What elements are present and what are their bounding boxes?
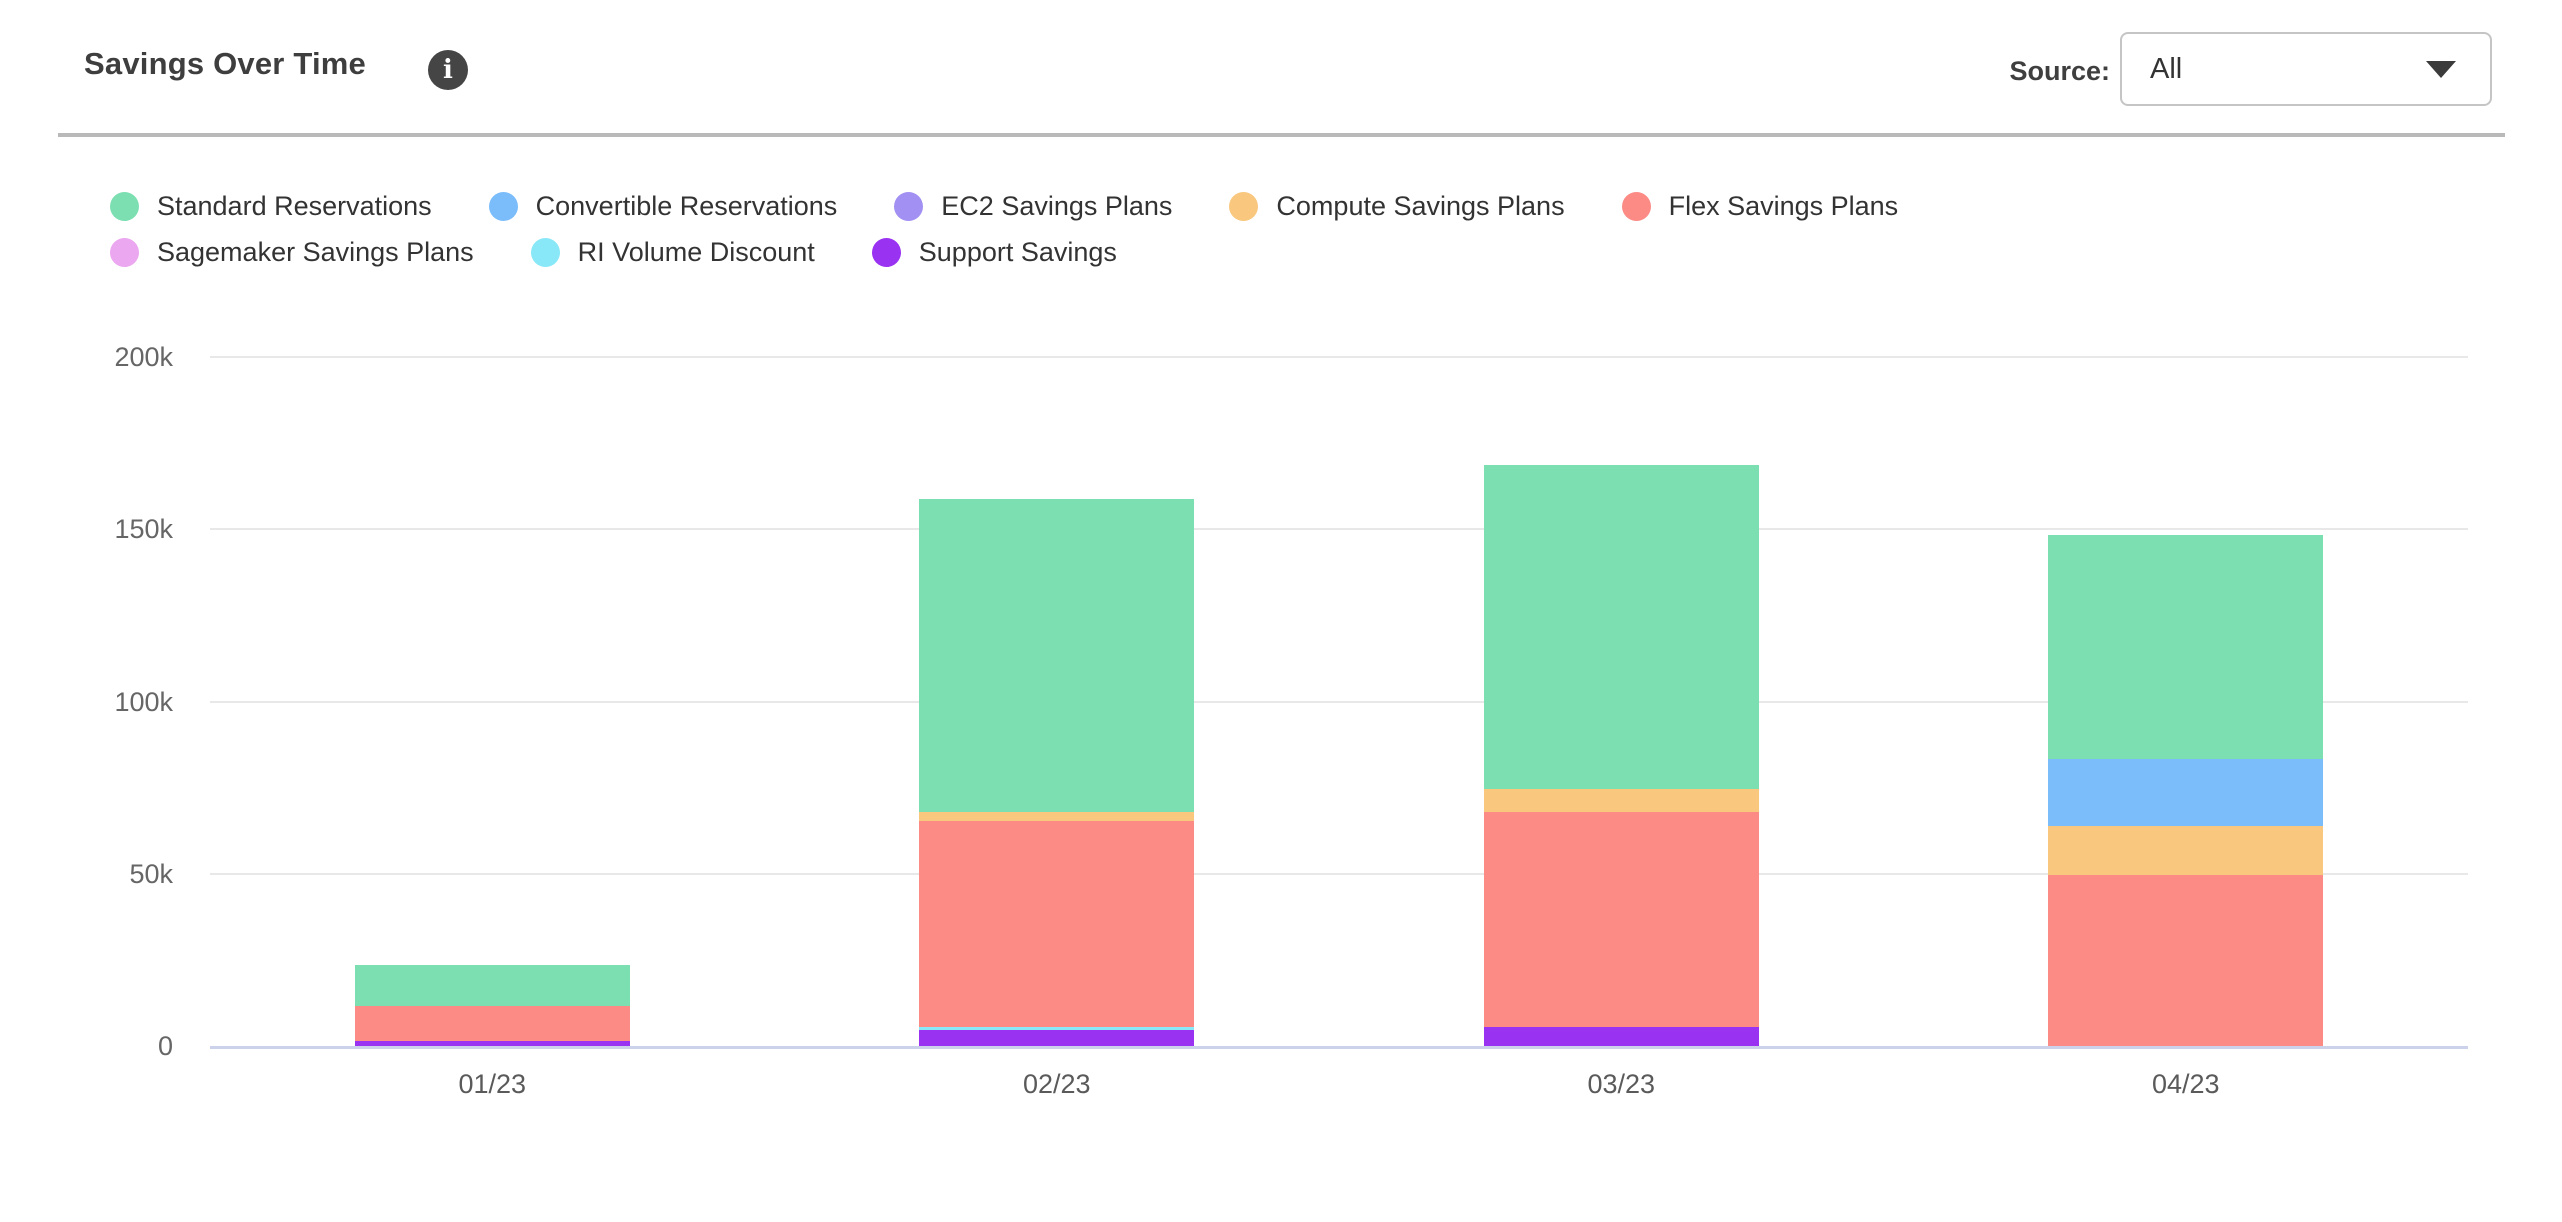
legend-item-label: Standard Reservations — [157, 191, 432, 221]
legend-item-label: RI Volume Discount — [577, 237, 815, 267]
legend-dot-icon — [1621, 192, 1651, 221]
x-axis-tick-label: 02/23 — [1022, 1069, 1091, 1099]
bar-segment[interactable] — [919, 821, 1195, 1028]
bar-segment[interactable] — [1483, 1027, 1759, 1046]
legend-dot-icon — [488, 192, 518, 221]
legend-item-label: Convertible Reservations — [535, 191, 838, 221]
bar-segment[interactable] — [354, 965, 630, 1007]
bar-segment[interactable] — [1483, 464, 1759, 789]
y-axis-tick-label: 200k — [114, 342, 173, 372]
source-select[interactable]: All — [2120, 32, 2492, 106]
bar-segment[interactable] — [919, 1027, 1195, 1031]
legend-item-label: Sagemaker Savings Plans — [157, 237, 474, 267]
bar-segment[interactable] — [354, 1040, 630, 1046]
chevron-down-icon — [2426, 61, 2456, 78]
legend-item[interactable]: Standard Reservations — [110, 192, 432, 221]
legend-row: Standard Reservations Convertible Reserva… — [110, 192, 1898, 221]
header-divider — [58, 133, 2505, 137]
bar-segment[interactable] — [919, 1030, 1195, 1046]
legend-row: Sagemaker Savings Plans RI Volume Discoun… — [110, 238, 1898, 267]
y-axis-tick-label: 0 — [157, 1031, 173, 1061]
legend-item-label: Compute Savings Plans — [1276, 191, 1565, 221]
stacked-bar-chart: 0 50k 100k 150k 200k 01/23 02/23 03/23 04/23 — [0, 300, 2562, 1122]
x-axis-tick-label: 04/23 — [2151, 1069, 2220, 1099]
bar-segment[interactable] — [2048, 759, 2324, 826]
legend-item-label: Support Savings — [918, 237, 1117, 267]
source-select-value: All — [2150, 52, 2183, 85]
bar-segment[interactable] — [2048, 825, 2324, 875]
legend-dot-icon — [110, 192, 139, 221]
legend-item-label: Flex Savings Plans — [1668, 191, 1899, 221]
bar-segment[interactable] — [919, 812, 1195, 822]
chart-legend: Standard Reservations Convertible Reserva… — [110, 192, 1898, 267]
info-icon[interactable]: i — [428, 50, 468, 90]
y-axis-tick-label: 100k — [114, 686, 173, 717]
y-axis-tick-label: 50k — [129, 858, 173, 889]
gridline — [210, 356, 2468, 358]
x-axis-tick-label: 03/23 — [1587, 1069, 1656, 1099]
legend-item[interactable]: Sagemaker Savings Plans — [110, 238, 474, 267]
bar-segment[interactable] — [354, 1006, 630, 1041]
page-title: Savings Over Time — [84, 46, 366, 81]
legend-item-label: EC2 Savings Plans — [941, 191, 1173, 221]
legend-dot-icon — [871, 238, 901, 267]
gridline — [210, 872, 2468, 875]
legend-dot-icon — [894, 192, 924, 221]
legend-item[interactable]: RI Volume Discount — [530, 237, 815, 267]
bar-segment[interactable] — [1483, 788, 1759, 812]
bar-segment[interactable] — [2048, 874, 2324, 1046]
y-axis-tick-label: 150k — [114, 514, 173, 545]
x-axis-line — [210, 1046, 2468, 1049]
legend-dot-icon — [530, 238, 560, 267]
legend-item[interactable]: Flex Savings Plans — [1621, 191, 1899, 221]
legend-item[interactable]: Support Savings — [871, 237, 1117, 267]
gridline — [210, 700, 2468, 703]
bar-segment[interactable] — [1483, 811, 1759, 1028]
bar-segment[interactable] — [2048, 535, 2324, 760]
legend-dot-icon — [1229, 192, 1259, 221]
legend-item[interactable]: Convertible Reservations — [488, 191, 838, 221]
source-filter-label: Source: — [2009, 56, 2110, 86]
gridline — [210, 528, 2468, 531]
x-axis-tick-label: 01/23 — [458, 1069, 527, 1099]
legend-dot-icon — [110, 238, 139, 267]
legend-item[interactable]: Compute Savings Plans — [1229, 191, 1565, 221]
bar-segment[interactable] — [919, 498, 1195, 813]
legend-item[interactable]: EC2 Savings Plans — [894, 192, 1172, 221]
